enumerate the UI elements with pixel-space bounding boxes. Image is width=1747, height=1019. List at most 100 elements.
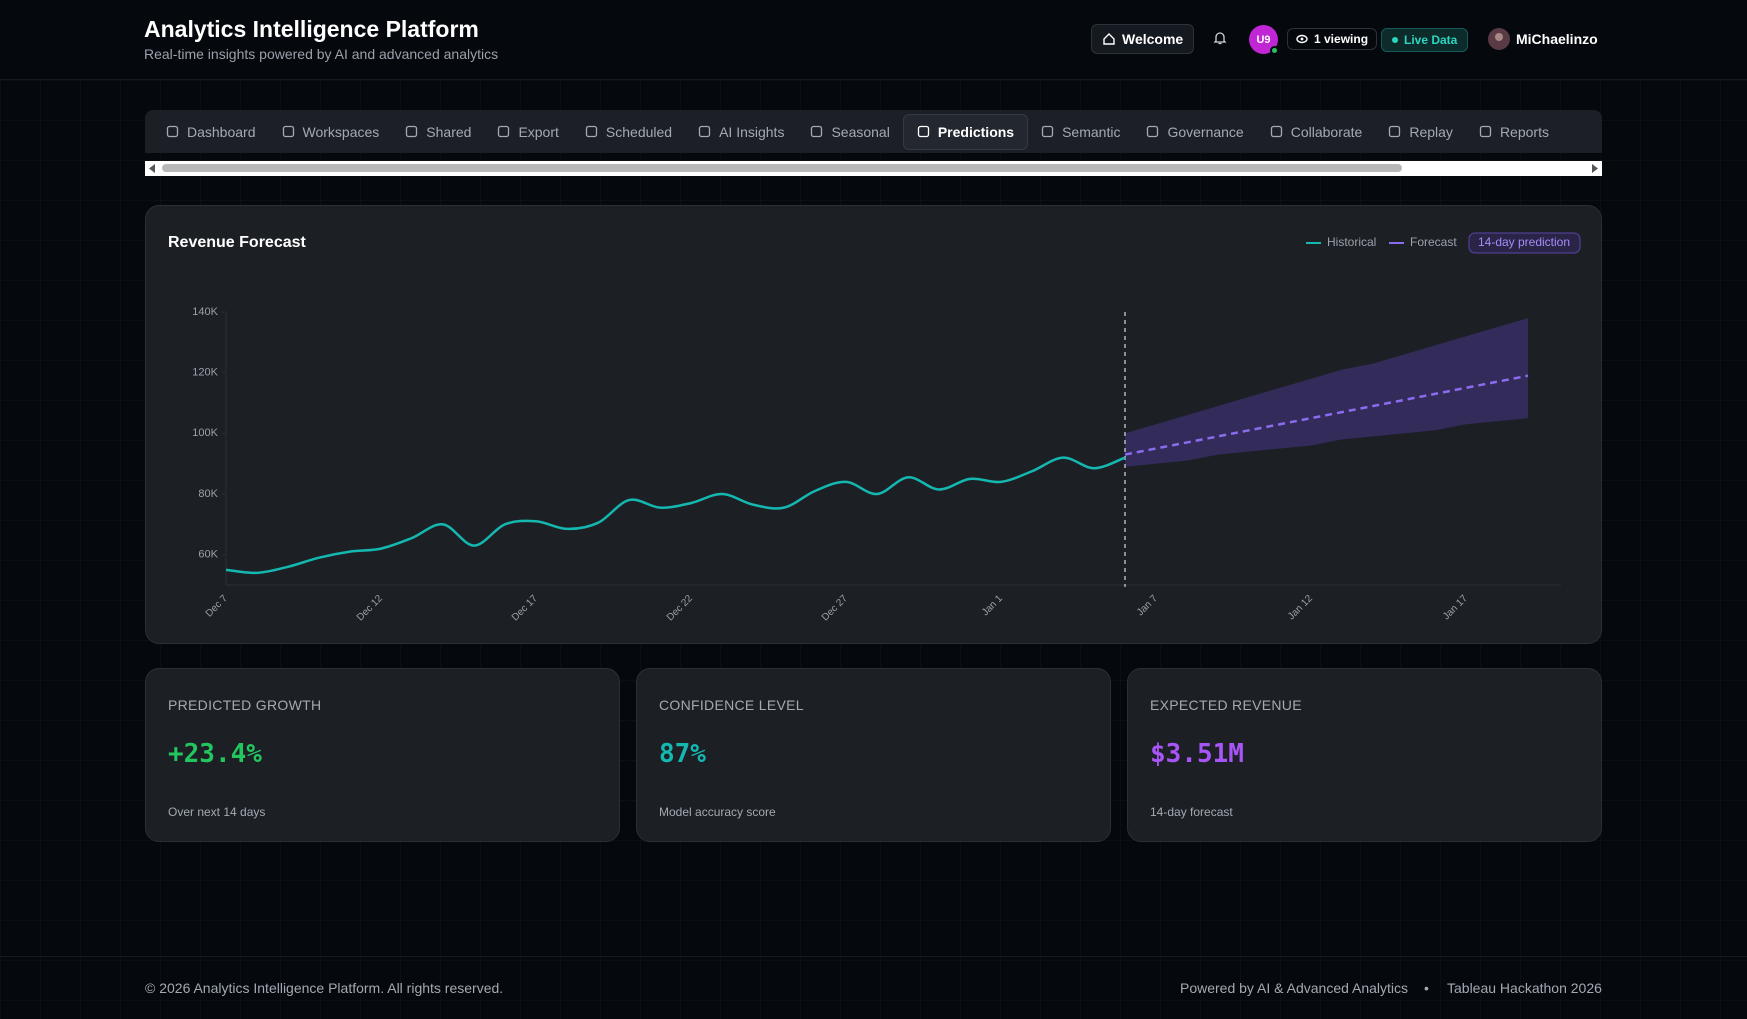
nav-tab[interactable]: Predictions bbox=[902, 113, 1029, 150]
viewers-label: 1 viewing bbox=[1314, 32, 1369, 46]
nav-tab[interactable]: Reports bbox=[1466, 114, 1562, 150]
live-badge: Live Data bbox=[1381, 28, 1469, 52]
tab-label: Collaborate bbox=[1290, 123, 1363, 140]
x-tick-label: Jan 17 bbox=[1441, 593, 1470, 622]
scrollbar[interactable] bbox=[145, 161, 1602, 176]
tab-icon bbox=[917, 125, 929, 138]
chart-title: Revenue Forecast bbox=[168, 234, 307, 251]
welcome-button[interactable]: Welcome bbox=[1091, 24, 1195, 54]
stat-note: Model accuracy score bbox=[659, 805, 776, 819]
nav-tab[interactable]: Seasonal bbox=[797, 114, 902, 150]
user-menu[interactable]: MiChaelinzo bbox=[1488, 28, 1598, 50]
tab-label: Semantic bbox=[1062, 123, 1121, 140]
y-tick-label: 140K bbox=[192, 306, 218, 318]
tab-icon bbox=[282, 125, 294, 138]
nav-tab[interactable]: Scheduled bbox=[572, 114, 685, 150]
x-tick-label: Dec 27 bbox=[820, 593, 850, 623]
legend-label: Forecast bbox=[1410, 235, 1457, 249]
stat-label: CONFIDENCE LEVEL bbox=[659, 697, 804, 713]
stat-label: PREDICTED GROWTH bbox=[168, 697, 322, 713]
footer-event: Tableau Hackathon 2026 bbox=[1447, 980, 1602, 996]
nav-tab[interactable]: Collaborate bbox=[1257, 114, 1376, 150]
footer-copyright: © 2026 Analytics Intelligence Platform. … bbox=[145, 980, 504, 996]
viewers-badge: 1 viewing bbox=[1287, 28, 1378, 50]
welcome-label: Welcome bbox=[1122, 31, 1184, 47]
x-tick-label: Dec 7 bbox=[204, 593, 231, 620]
notifications-button[interactable] bbox=[1212, 30, 1228, 46]
stat-label: EXPECTED REVENUE bbox=[1150, 697, 1302, 713]
confidence-band bbox=[1125, 318, 1528, 467]
x-tick-label: Dec 12 bbox=[355, 593, 385, 623]
series-line bbox=[1124, 374, 1529, 456]
app-title: Analytics Intelligence Platform bbox=[144, 16, 479, 42]
tab-label: Replay bbox=[1409, 123, 1453, 140]
stat-note: 14-day forecast bbox=[1150, 805, 1233, 819]
nav-tab[interactable]: Dashboard bbox=[153, 114, 269, 150]
nav-tab[interactable]: Replay bbox=[1375, 114, 1466, 150]
app-subtitle: Real-time insights powered by AI and adv… bbox=[144, 46, 499, 62]
live-dot bbox=[1392, 37, 1398, 43]
tab-label: Governance bbox=[1167, 123, 1244, 140]
stat-card: EXPECTED REVENUE $3.51M 14-day forecast bbox=[1127, 668, 1602, 842]
badge-label: 14-day prediction bbox=[1478, 235, 1570, 249]
tab-icon bbox=[406, 125, 418, 138]
tab-icon bbox=[1479, 125, 1492, 138]
tab-label: Export bbox=[518, 123, 559, 140]
nav-tab[interactable]: Shared bbox=[392, 114, 484, 150]
footer-separator: • bbox=[1424, 980, 1429, 996]
tab-label: AI Insights bbox=[719, 123, 785, 140]
footer-divider bbox=[0, 956, 1747, 957]
tab-label: Scheduled bbox=[605, 123, 673, 140]
stat-value: +23.4% bbox=[168, 739, 262, 769]
stat-value: 87% bbox=[659, 739, 706, 769]
x-tick-label: Dec 17 bbox=[510, 593, 540, 623]
stat-card: CONFIDENCE LEVEL 87% Model accuracy score bbox=[636, 668, 1111, 842]
tab-icon bbox=[1041, 125, 1054, 138]
chart: Revenue Forecast 60K 80K 100K 120K 140K Dec 7… bbox=[168, 232, 1581, 623]
tab-label: Predictions bbox=[937, 123, 1015, 140]
nav-tab[interactable]: AI Insights bbox=[685, 114, 797, 150]
scroll-right[interactable] bbox=[1591, 164, 1599, 173]
tab-icon bbox=[698, 125, 711, 138]
stat-note: Over next 14 days bbox=[168, 805, 266, 819]
user-photo bbox=[1488, 28, 1510, 50]
eye-icon bbox=[1296, 34, 1308, 44]
tab-label: Workspaces bbox=[302, 123, 380, 140]
badge bbox=[1468, 232, 1581, 254]
tab-label: Shared bbox=[426, 123, 472, 140]
user-name: MiChaelinzo bbox=[1516, 31, 1598, 47]
x-tick-label: Jan 12 bbox=[1286, 593, 1315, 622]
scroll-thumb[interactable] bbox=[162, 164, 1402, 172]
stat-value: $3.51M bbox=[1150, 739, 1244, 769]
stat-card: PREDICTED GROWTH +23.4% Over next 14 days bbox=[145, 668, 620, 842]
tab-icon bbox=[166, 125, 179, 138]
scroll-left[interactable] bbox=[148, 164, 156, 173]
tab-icon bbox=[1147, 125, 1159, 138]
nav-tab[interactable]: Semantic bbox=[1028, 114, 1133, 150]
tab-label: Dashboard bbox=[187, 123, 256, 140]
y-tick-label: 80K bbox=[198, 488, 218, 500]
x-tick-label: Jan 7 bbox=[1135, 593, 1160, 618]
nav-tab[interactable]: Governance bbox=[1133, 114, 1256, 150]
x-tick-label: Dec 22 bbox=[665, 593, 695, 623]
live-label: Live Data bbox=[1404, 33, 1458, 47]
nav-tab[interactable]: Export bbox=[484, 114, 571, 150]
footer-powered: Powered by AI & Advanced Analytics bbox=[1180, 980, 1409, 996]
chart-card: Revenue Forecast 60K 80K 100K 120K 140K Dec 7… bbox=[145, 205, 1602, 644]
y-tick-label: 120K bbox=[192, 367, 218, 379]
nav-tab[interactable]: Workspaces bbox=[269, 114, 393, 150]
tab-icon bbox=[498, 125, 510, 138]
tab-icon bbox=[1389, 125, 1401, 138]
x-tick-label: Jan 1 bbox=[980, 593, 1005, 618]
tab-icon bbox=[585, 125, 598, 138]
tab-bar: Dashboard Workspaces Shared Export Scheduled… bbox=[145, 110, 1602, 153]
tab-icon bbox=[1270, 125, 1282, 138]
y-tick-label: 100K bbox=[192, 427, 218, 439]
legend-label: Historical bbox=[1327, 235, 1376, 249]
series-line bbox=[225, 456, 1126, 575]
tab-label: Reports bbox=[1499, 123, 1549, 140]
tab-label: Seasonal bbox=[831, 123, 890, 140]
y-tick-label: 60K bbox=[198, 549, 218, 561]
home-icon bbox=[1103, 33, 1115, 45]
